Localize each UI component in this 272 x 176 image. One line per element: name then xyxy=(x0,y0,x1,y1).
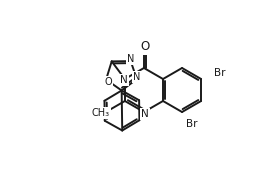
Text: O: O xyxy=(140,40,150,54)
Text: N: N xyxy=(141,109,149,119)
Text: N: N xyxy=(133,72,141,82)
Text: Br: Br xyxy=(186,119,197,129)
Text: O: O xyxy=(104,77,112,87)
Text: Br: Br xyxy=(214,68,225,78)
Text: N: N xyxy=(120,75,128,85)
Text: N: N xyxy=(127,54,134,64)
Text: CH₃: CH₃ xyxy=(91,108,110,118)
